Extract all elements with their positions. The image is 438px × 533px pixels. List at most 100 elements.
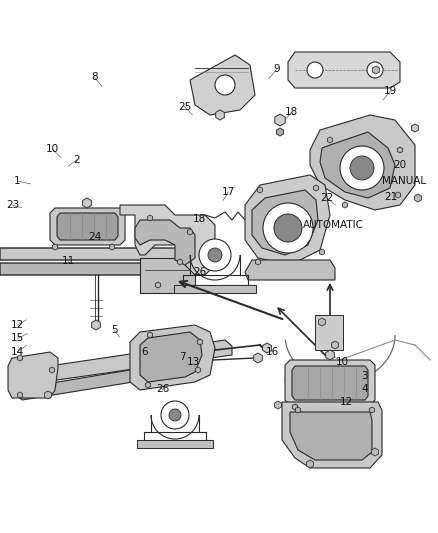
- Polygon shape: [368, 407, 374, 413]
- Circle shape: [208, 248, 222, 262]
- Text: 18: 18: [285, 107, 298, 117]
- Text: 22: 22: [320, 193, 333, 203]
- Polygon shape: [313, 185, 318, 191]
- Polygon shape: [120, 205, 215, 275]
- Text: 12: 12: [11, 320, 24, 330]
- Text: 6: 6: [141, 347, 148, 357]
- Polygon shape: [244, 260, 334, 280]
- Text: 16: 16: [265, 347, 278, 357]
- Text: 23: 23: [7, 200, 20, 210]
- Polygon shape: [255, 259, 260, 265]
- Text: 5: 5: [110, 326, 117, 335]
- Bar: [314, 315, 342, 350]
- Polygon shape: [92, 320, 100, 330]
- Polygon shape: [262, 343, 271, 353]
- Polygon shape: [274, 401, 281, 409]
- Text: 20: 20: [392, 160, 405, 170]
- Text: 25: 25: [177, 102, 191, 111]
- Text: 18: 18: [193, 214, 206, 223]
- Polygon shape: [342, 202, 347, 208]
- Polygon shape: [291, 366, 367, 400]
- Polygon shape: [135, 220, 194, 265]
- Circle shape: [306, 62, 322, 78]
- Polygon shape: [177, 259, 182, 265]
- Polygon shape: [49, 367, 54, 373]
- Polygon shape: [130, 325, 215, 390]
- Polygon shape: [274, 114, 285, 126]
- Polygon shape: [147, 215, 152, 221]
- Polygon shape: [18, 355, 22, 361]
- Text: 14: 14: [11, 347, 24, 357]
- Text: 3: 3: [360, 371, 367, 381]
- Text: AUTOMATIC: AUTOMATIC: [302, 220, 363, 230]
- Polygon shape: [413, 194, 420, 202]
- Bar: [137, 440, 212, 448]
- Polygon shape: [319, 132, 394, 198]
- Polygon shape: [0, 248, 194, 260]
- Circle shape: [169, 409, 180, 421]
- Text: 7: 7: [178, 352, 185, 362]
- Circle shape: [215, 75, 234, 95]
- Circle shape: [349, 156, 373, 180]
- Polygon shape: [318, 318, 325, 326]
- Bar: [140, 258, 194, 293]
- Polygon shape: [410, 124, 417, 132]
- Polygon shape: [52, 244, 57, 250]
- Text: 26: 26: [155, 384, 169, 394]
- Text: 10: 10: [46, 144, 59, 154]
- Polygon shape: [109, 244, 114, 250]
- Polygon shape: [155, 282, 160, 288]
- Polygon shape: [253, 353, 262, 363]
- Polygon shape: [44, 391, 51, 399]
- Polygon shape: [15, 340, 231, 385]
- Text: 9: 9: [272, 64, 279, 74]
- Circle shape: [198, 239, 230, 271]
- Text: 12: 12: [339, 398, 353, 407]
- Text: 21: 21: [383, 192, 396, 202]
- Circle shape: [262, 203, 312, 253]
- Polygon shape: [215, 110, 224, 120]
- Polygon shape: [395, 192, 400, 198]
- Polygon shape: [372, 66, 378, 74]
- Polygon shape: [257, 187, 262, 193]
- Text: 13: 13: [186, 358, 199, 367]
- Text: 24: 24: [88, 232, 101, 242]
- Text: 17: 17: [221, 187, 234, 197]
- Polygon shape: [57, 213, 118, 240]
- Polygon shape: [0, 263, 194, 275]
- Polygon shape: [244, 175, 329, 265]
- Text: 10: 10: [335, 358, 348, 367]
- Circle shape: [339, 146, 383, 190]
- Polygon shape: [276, 128, 283, 136]
- Polygon shape: [284, 360, 374, 405]
- Text: 15: 15: [11, 334, 24, 343]
- Text: 8: 8: [91, 72, 98, 82]
- Text: 1: 1: [14, 176, 21, 186]
- Text: 2: 2: [73, 155, 80, 165]
- Text: 4: 4: [360, 384, 367, 394]
- Polygon shape: [8, 352, 58, 398]
- Polygon shape: [50, 208, 125, 245]
- Polygon shape: [195, 367, 200, 373]
- Polygon shape: [290, 412, 371, 460]
- Polygon shape: [371, 448, 378, 456]
- Polygon shape: [190, 55, 254, 115]
- Circle shape: [273, 214, 301, 242]
- Polygon shape: [325, 350, 334, 360]
- Polygon shape: [281, 402, 381, 468]
- Polygon shape: [251, 190, 317, 255]
- Polygon shape: [287, 52, 399, 88]
- Circle shape: [161, 401, 189, 429]
- Polygon shape: [145, 382, 150, 388]
- Polygon shape: [309, 115, 414, 210]
- Text: MANUAL: MANUAL: [381, 176, 425, 186]
- Polygon shape: [197, 339, 202, 345]
- Polygon shape: [396, 147, 402, 153]
- Polygon shape: [140, 332, 201, 382]
- Polygon shape: [295, 407, 300, 413]
- Polygon shape: [331, 341, 338, 349]
- Polygon shape: [82, 198, 91, 208]
- Polygon shape: [306, 460, 313, 468]
- Polygon shape: [187, 229, 192, 235]
- Polygon shape: [319, 249, 324, 255]
